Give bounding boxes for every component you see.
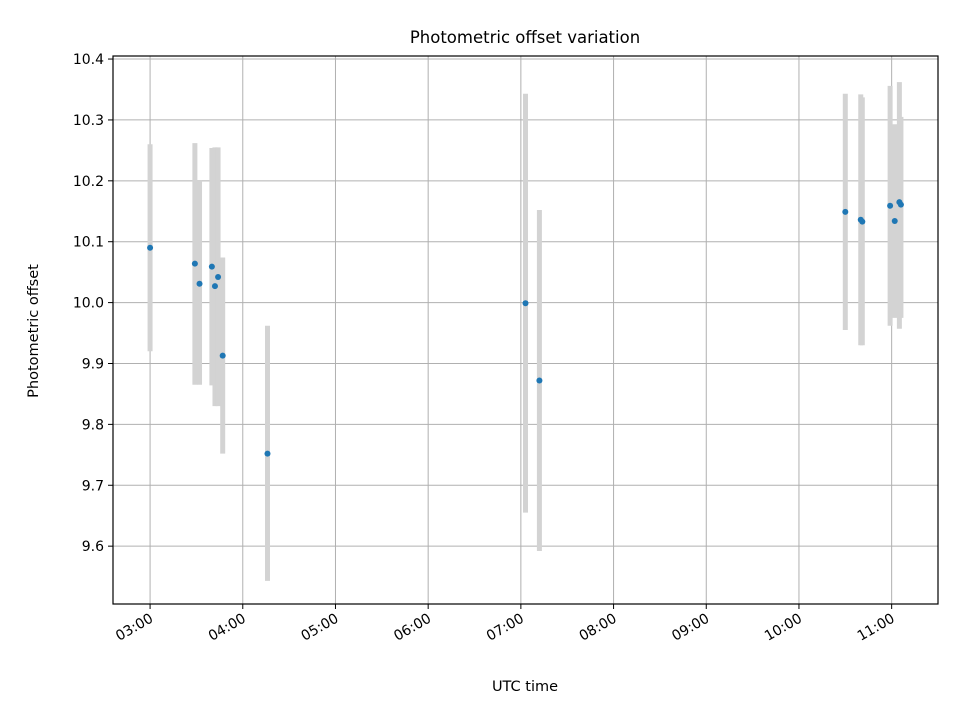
data-point <box>842 208 849 215</box>
data-point <box>897 201 904 208</box>
data-point <box>264 450 271 457</box>
y-tick-label: 10.0 <box>73 296 104 312</box>
y-tick-label: 10.2 <box>73 174 104 190</box>
data-point <box>887 202 894 209</box>
data-point <box>215 274 222 281</box>
data-point <box>219 352 226 359</box>
data-point <box>191 260 198 267</box>
point-layer <box>147 199 904 457</box>
x-axis-label: UTC time <box>492 679 558 695</box>
y-tick-label: 9.9 <box>82 356 104 372</box>
y-axis-label: Photometric offset <box>26 264 42 398</box>
data-point <box>522 300 529 307</box>
data-point <box>196 280 203 287</box>
plot-frame <box>112 55 939 605</box>
data-point <box>147 244 154 251</box>
y-tick-label: 9.8 <box>82 417 104 433</box>
data-point <box>208 263 215 270</box>
y-tick-label: 10.3 <box>73 113 104 129</box>
data-point <box>536 377 543 384</box>
y-tick-label: 9.7 <box>82 478 104 494</box>
y-tick-label: 9.6 <box>82 539 104 555</box>
data-point <box>211 283 218 290</box>
data-point <box>891 218 898 225</box>
data-point <box>859 218 866 225</box>
chart-title: Photometric offset variation <box>410 28 640 47</box>
y-tick-label: 10.1 <box>73 235 104 251</box>
y-tick-label: 10.4 <box>73 52 104 68</box>
